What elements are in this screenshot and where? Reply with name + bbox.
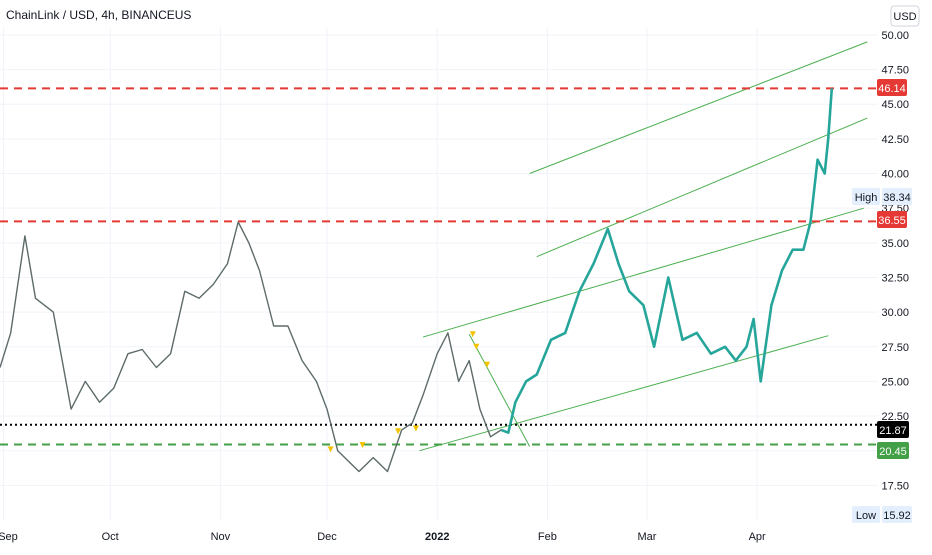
res1-tag — [877, 79, 907, 96]
currency-badge[interactable] — [890, 5, 920, 27]
low-value-box — [882, 506, 912, 523]
y-tick-label: 42.50 — [881, 134, 909, 146]
y-tick-label: 35.00 — [881, 238, 909, 250]
chart-title: ChainLink / USD, 4h, BINANCEUS — [6, 8, 191, 22]
y-tick-label: 17.50 — [881, 480, 909, 492]
pattern-marker — [412, 425, 419, 432]
x-tick-label: 2022 — [425, 531, 449, 543]
y-tick-label: 40.00 — [881, 169, 909, 181]
grid — [0, 28, 878, 520]
channel-line — [536, 117, 868, 258]
pattern-marker — [395, 428, 402, 435]
res1-tag-value: 46.14 — [878, 83, 906, 95]
high-label-box — [852, 188, 880, 205]
pattern-marker — [473, 343, 480, 350]
pattern-marker — [359, 442, 366, 449]
y-tick-label: 45.00 — [881, 99, 909, 111]
y-tick-label: 32.50 — [881, 272, 909, 284]
channel-line — [422, 207, 864, 338]
y-tick-label: 27.50 — [881, 342, 909, 354]
x-tick-label: Oct — [102, 531, 119, 543]
trend-line — [468, 334, 531, 447]
support-tag-value: 20.45 — [879, 446, 907, 458]
pattern-marker — [327, 446, 334, 453]
horizontal-levels — [0, 87, 878, 446]
x-tick-label: Feb — [538, 531, 557, 543]
res2-tag-value: 36.55 — [878, 215, 906, 227]
x-tick-label: Nov — [211, 531, 231, 543]
pattern-markers — [327, 331, 490, 453]
axes: 17.5020.0022.5025.0027.5030.0032.5035.00… — [0, 30, 909, 543]
y-tick-label: 22.50 — [881, 411, 909, 423]
channel-line — [419, 335, 829, 452]
current-price-tag — [877, 421, 909, 438]
price-line-recent — [500, 88, 834, 435]
price-series — [0, 88, 834, 473]
y-tick-label: 25.00 — [881, 376, 909, 388]
high-value: 38.34 — [883, 192, 911, 204]
x-tick-label: Dec — [317, 531, 337, 543]
high-label: High — [855, 192, 878, 204]
res2-tag — [877, 211, 907, 228]
channel-line — [529, 41, 868, 174]
low-value: 15.92 — [883, 510, 911, 522]
pattern-marker — [483, 361, 490, 368]
low-label: Low — [856, 510, 876, 522]
pattern-marker — [469, 331, 476, 338]
support-tag — [877, 442, 909, 459]
current-price-value: 21.87 — [879, 425, 907, 437]
y-tick-label: 50.00 — [881, 30, 909, 42]
currency-label: USD — [893, 11, 916, 23]
y-tick-label: 47.50 — [881, 65, 909, 77]
channel-lines — [419, 41, 868, 452]
high-value-box — [882, 188, 912, 205]
price-line-early — [0, 221, 509, 473]
x-tick-label: Apr — [749, 531, 766, 543]
x-tick-label: Sep — [0, 531, 18, 543]
y-tick-label: 30.00 — [881, 307, 909, 319]
low-label-box — [852, 506, 880, 523]
x-tick-label: Mar — [637, 531, 656, 543]
